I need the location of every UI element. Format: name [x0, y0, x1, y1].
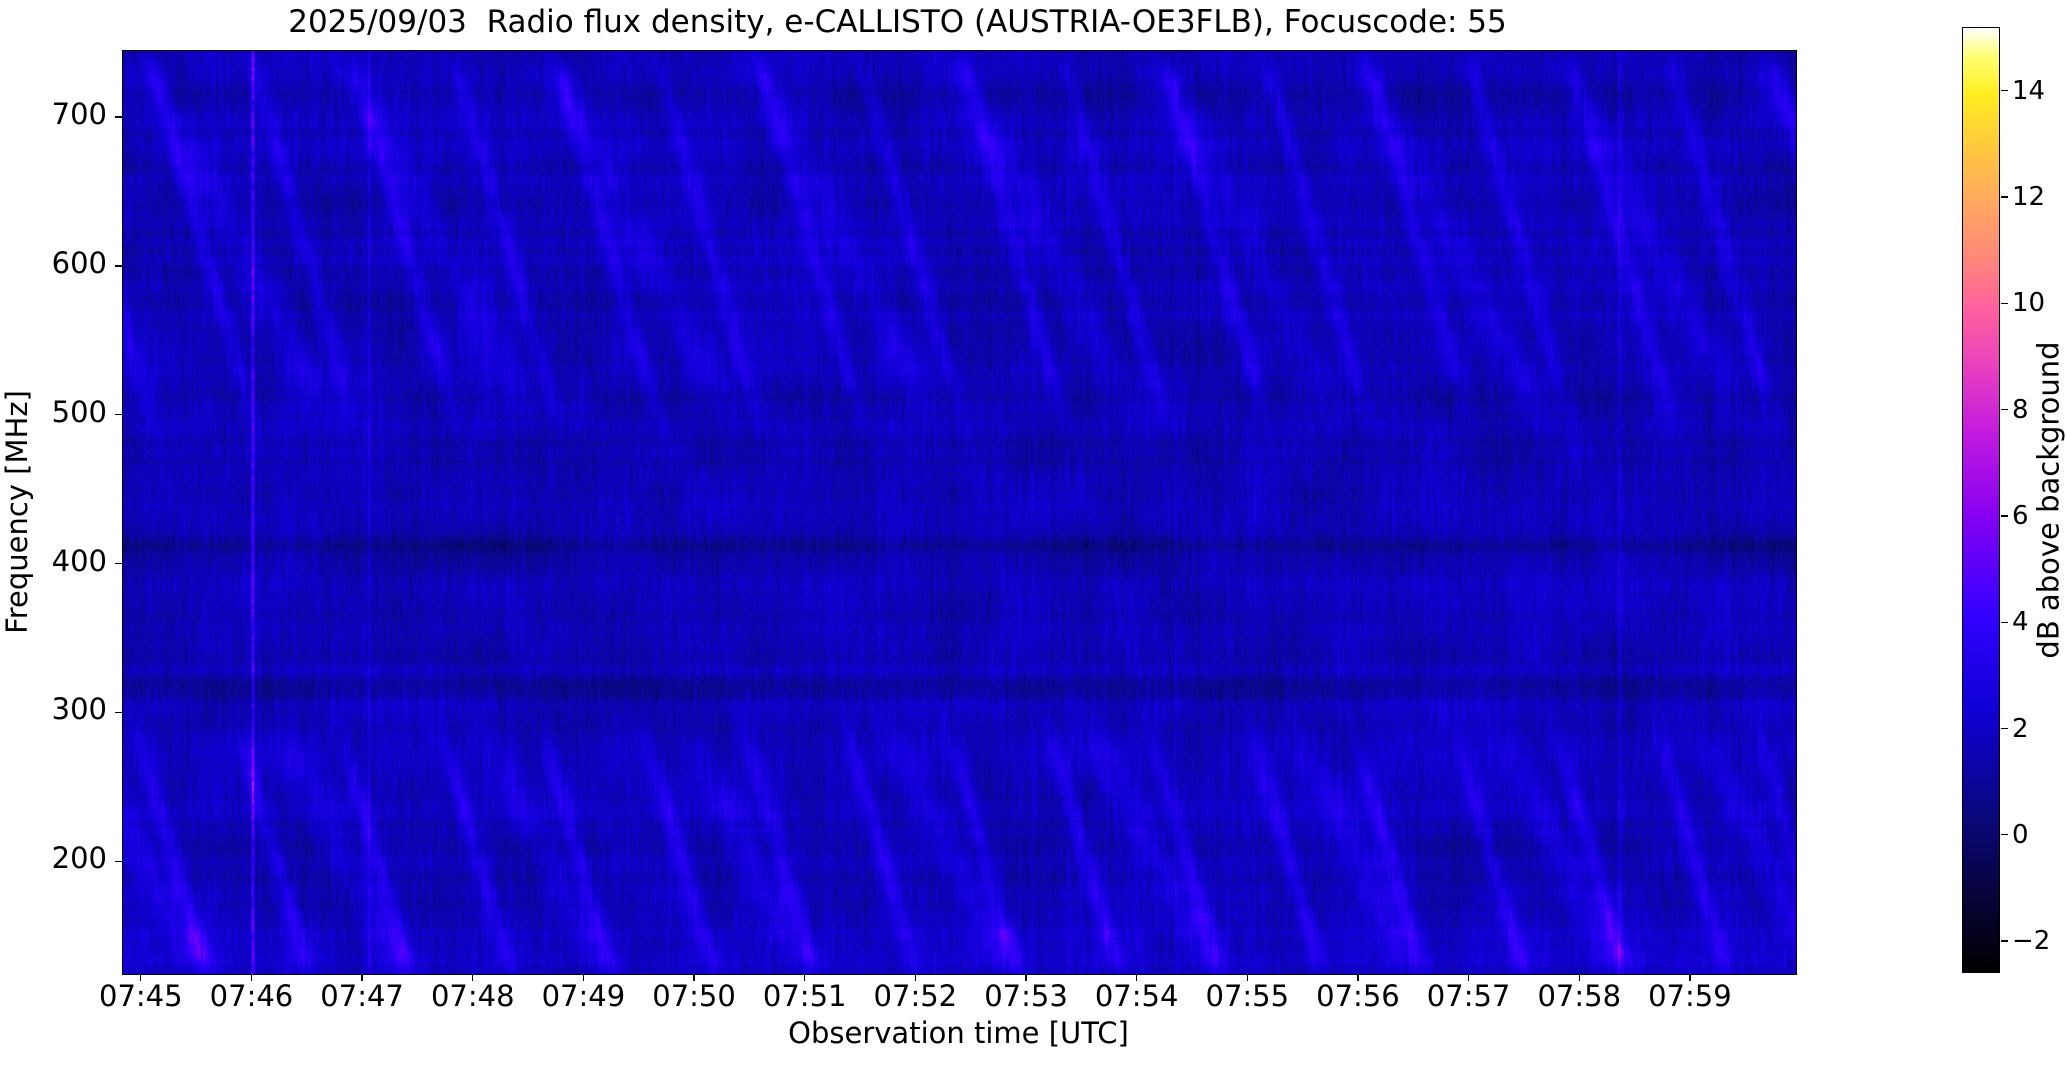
colorbar-tick-label: 6 [2012, 500, 2029, 531]
x-tick-label: 07:54 [1094, 979, 1179, 1013]
colorbar-tick-label: 4 [2012, 607, 2029, 638]
colorbar-tick-mark [2001, 302, 2008, 304]
x-tick-label: 07:57 [1426, 979, 1511, 1013]
colorbar-tick-label: 0 [2012, 819, 2029, 850]
y-tick-mark [115, 265, 122, 267]
colorbar-tick-mark [2001, 940, 2008, 942]
x-tick-mark [361, 974, 363, 981]
x-tick-label: 07:58 [1537, 979, 1622, 1013]
x-tick-mark [1025, 974, 1027, 981]
y-tick-label: 300 [51, 692, 107, 727]
x-tick-mark [582, 974, 585, 981]
x-tick-mark [1357, 974, 1359, 981]
spectrogram-axes[interactable] [122, 50, 1797, 975]
x-axis-label: Observation time [UTC] [788, 1016, 1129, 1050]
x-tick-mark [1578, 974, 1580, 981]
page-title: 2025/09/03 Radio flux density, e-CALLIST… [288, 4, 1507, 40]
y-tick-label: 400 [51, 543, 107, 578]
x-tick-label: 07:50 [652, 979, 736, 1013]
x-tick-label: 07:55 [1205, 979, 1290, 1013]
colorbar-tick-mark [2001, 90, 2008, 92]
colorbar-tick-mark [2001, 621, 2008, 623]
colorbar-tick-mark [2001, 409, 2008, 411]
x-tick-label: 07:46 [209, 979, 294, 1013]
y-tick-label: 600 [51, 245, 107, 280]
colorbar-tick-label: 8 [2012, 394, 2029, 425]
x-tick-label: 07:49 [541, 979, 626, 1013]
colorbar-tick-mark [2001, 196, 2008, 198]
x-tick-mark [1135, 974, 1138, 981]
x-tick-mark [472, 974, 474, 981]
y-tick-mark [115, 860, 122, 862]
colorbar-tick-label: −2 [2012, 926, 2051, 957]
colorbar[interactable] [1962, 27, 2000, 973]
x-tick-label: 07:45 [99, 979, 183, 1013]
y-tick-mark [115, 414, 122, 416]
y-axis-label-text: Frequency [MHz] [0, 389, 34, 634]
x-tick-label: 07:47 [320, 979, 404, 1013]
x-tick-mark [693, 974, 695, 981]
colorbar-tick-label: 10 [2012, 288, 2046, 319]
spectrogram-image [123, 51, 1796, 974]
colorbar-label-text: dB above background [2032, 341, 2066, 659]
x-tick-mark [140, 974, 142, 981]
x-tick-mark [804, 974, 806, 981]
y-tick-mark [115, 711, 122, 714]
x-tick-mark [250, 974, 253, 981]
y-axis-label: Frequency [MHz] [0, 50, 34, 973]
y-tick-label: 700 [51, 96, 107, 131]
y-tick-label: 500 [51, 394, 107, 429]
x-tick-label: 07:53 [984, 979, 1068, 1013]
x-tick-label: 07:51 [762, 979, 847, 1013]
colorbar-gradient [1963, 28, 1999, 972]
x-tick-mark [914, 974, 916, 981]
x-tick-label: 07:48 [430, 979, 515, 1013]
x-tick-label: 07:59 [1648, 979, 1732, 1013]
colorbar-tick-mark [2001, 727, 2008, 730]
colorbar-label: dB above background [2032, 27, 2066, 973]
colorbar-tick-label: 14 [2012, 75, 2046, 106]
y-tick-mark [115, 562, 122, 565]
colorbar-tick-mark [2001, 834, 2008, 836]
colorbar-tick-mark [2001, 515, 2008, 517]
x-tick-mark [1246, 974, 1248, 981]
colorbar-tick-label: 2 [2012, 713, 2029, 744]
y-tick-label: 200 [51, 841, 107, 876]
x-tick-label: 07:56 [1316, 979, 1400, 1013]
x-tick-mark [1467, 974, 1470, 981]
colorbar-tick-label: 12 [2012, 182, 2046, 213]
x-tick-mark [1689, 974, 1691, 981]
x-tick-label: 07:52 [873, 979, 958, 1013]
y-tick-mark [115, 116, 122, 118]
